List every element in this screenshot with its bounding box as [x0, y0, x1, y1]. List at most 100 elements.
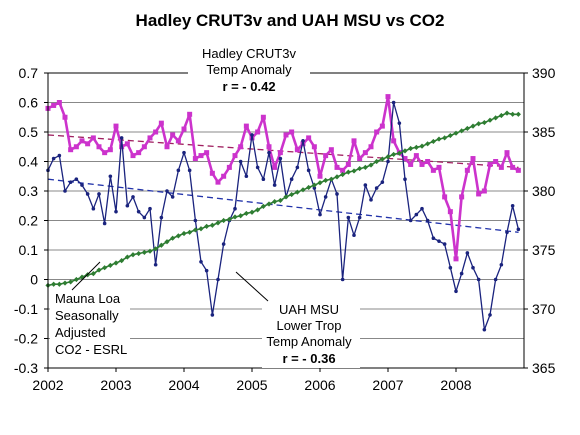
series-point	[505, 230, 509, 235]
series-point	[250, 133, 254, 137]
series-point	[323, 195, 328, 199]
series-point	[119, 258, 125, 264]
series-point	[119, 136, 124, 140]
series-point	[238, 213, 244, 219]
x-tick-label: 2002	[32, 377, 63, 393]
series-point	[493, 277, 498, 282]
series-point	[148, 206, 152, 211]
series-point	[153, 262, 158, 267]
series-point	[232, 214, 238, 220]
series-point	[510, 111, 516, 117]
series-point	[363, 183, 368, 187]
series-point	[413, 153, 419, 159]
series-point	[198, 226, 204, 232]
series-point	[255, 207, 261, 213]
series-point	[510, 164, 516, 170]
series-point	[391, 138, 397, 144]
series-point	[368, 162, 374, 168]
series-point	[352, 233, 356, 238]
series-point	[209, 222, 215, 228]
series-point	[515, 167, 521, 173]
series-point	[476, 191, 482, 197]
series-point	[85, 141, 91, 147]
series-point	[266, 144, 272, 150]
series-point	[425, 218, 430, 223]
series-point	[442, 194, 448, 200]
series-point	[323, 153, 329, 159]
trendline	[47, 134, 519, 169]
series-point	[396, 150, 402, 156]
y2-tick-label: 385	[532, 124, 556, 140]
series-point	[317, 180, 323, 186]
y-tick-label: 0.5	[19, 124, 39, 140]
series-point	[283, 194, 289, 200]
series-point	[130, 153, 136, 159]
series-point	[56, 281, 62, 287]
series-point	[283, 132, 289, 138]
series-point	[73, 276, 79, 283]
series-point	[221, 173, 227, 179]
series-point	[436, 164, 442, 170]
series-point	[453, 256, 459, 262]
series-point	[311, 144, 317, 150]
series-point	[430, 167, 436, 173]
y-tick-label: 0.2	[19, 213, 39, 229]
series-point	[198, 153, 204, 159]
series-point	[369, 198, 373, 202]
co2-annotation: Mauna Loa Seasonally Adjusted CO2 - ESRL	[50, 261, 130, 360]
series-point	[357, 215, 362, 220]
series-point	[142, 215, 147, 220]
series-point	[74, 177, 79, 181]
y2-tick-label: 365	[532, 360, 556, 376]
series-point	[158, 120, 164, 126]
chart-title: Hadley CRUT3v and UAH MSU vs CO2	[136, 11, 445, 30]
y-tick-label: -0.3	[14, 360, 38, 376]
series-point	[289, 191, 295, 198]
trendlines	[47, 134, 519, 233]
series-point	[153, 246, 159, 252]
series-point	[255, 165, 260, 170]
series-point	[124, 254, 130, 260]
series-point	[68, 147, 74, 153]
series-point	[51, 102, 57, 108]
series-point	[493, 159, 499, 164]
series-point	[272, 199, 278, 205]
series-point	[216, 277, 220, 282]
series-point	[255, 129, 261, 135]
series-point	[312, 186, 317, 190]
series-point	[159, 215, 164, 220]
series-point	[215, 179, 221, 185]
series-point	[431, 236, 436, 240]
series-point	[425, 141, 431, 147]
series-point	[397, 121, 402, 125]
series-point	[311, 182, 317, 188]
series-point	[351, 168, 357, 174]
co2-pointer-line	[71, 261, 101, 291]
uah-correlation: r = - 0.36	[282, 351, 335, 366]
series-point	[414, 212, 419, 217]
series-point	[187, 229, 193, 235]
series-point	[170, 132, 176, 138]
series-point	[97, 192, 101, 196]
series-point	[465, 251, 470, 255]
series-point	[499, 262, 504, 267]
series-point	[107, 147, 113, 153]
co2-label-line4: CO2 - ESRL	[55, 342, 127, 357]
series-point	[464, 167, 470, 173]
series-point	[238, 144, 244, 150]
series-point	[107, 262, 113, 268]
series-point	[278, 156, 283, 161]
series-point	[498, 112, 504, 119]
series-point	[221, 217, 227, 224]
series-point	[442, 135, 448, 141]
series-point	[73, 144, 79, 150]
series-point	[108, 174, 113, 179]
series-point	[90, 135, 96, 141]
uah-pointer-line	[235, 271, 269, 302]
series-point	[510, 203, 515, 208]
uah-annotation: UAH MSU Lower Trop Temp Anomaly r = - 0.…	[235, 271, 360, 368]
series-point	[328, 147, 334, 153]
series-point	[317, 173, 323, 179]
series-point	[430, 138, 436, 145]
series-point	[57, 153, 62, 158]
